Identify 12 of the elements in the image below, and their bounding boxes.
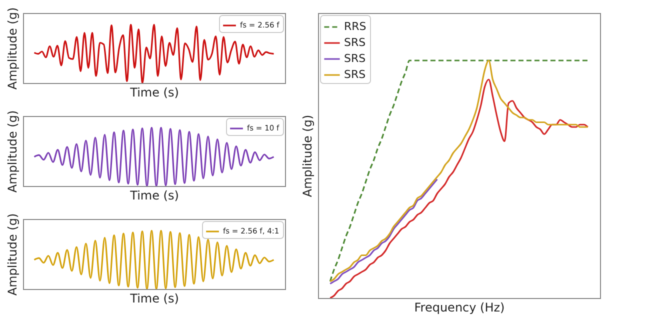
y-axis-title: Amplitude (g) — [6, 110, 20, 193]
legend-label: RRS — [344, 20, 366, 33]
legend-label: SRS — [344, 36, 366, 49]
y-axis-title: Amplitude (g) — [300, 114, 314, 198]
x-axis-title: Time (s) — [129, 86, 179, 100]
x-axis-title: Time (s) — [129, 188, 179, 202]
x-axis-title: Frequency (Hz) — [414, 300, 505, 314]
legend-label: SRS — [344, 68, 366, 81]
y-axis-title: Amplitude (g) — [6, 7, 20, 90]
x-axis-title: Time (s) — [129, 292, 179, 306]
y-axis-title: Amplitude (g) — [6, 213, 20, 296]
legend-label: SRS — [344, 52, 366, 65]
